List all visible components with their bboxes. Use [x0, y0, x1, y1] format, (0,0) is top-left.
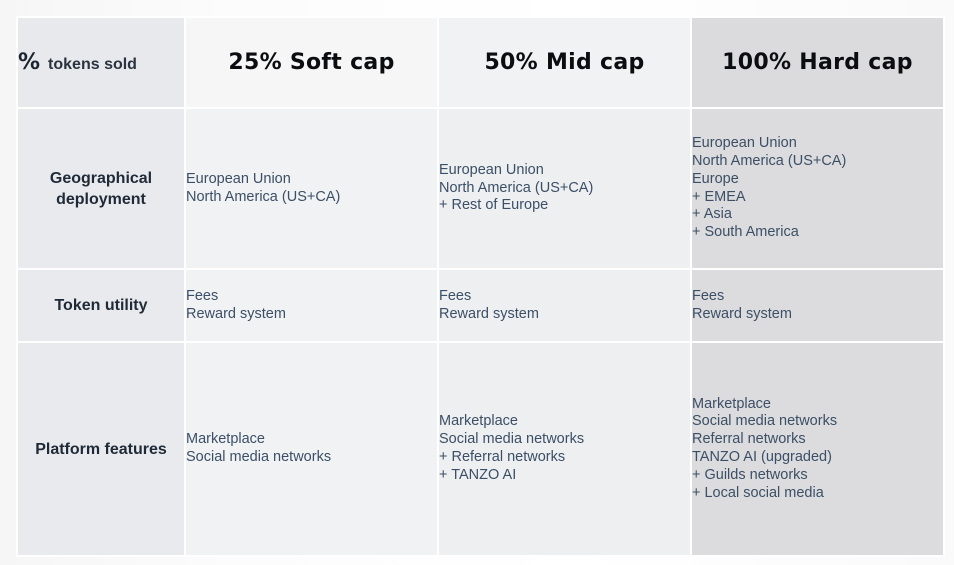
- cell-line: Social media networks: [439, 431, 585, 448]
- header-hard-cap: 100% Hard cap: [690, 16, 945, 109]
- cell-line: Marketplace: [439, 413, 518, 430]
- cell-line: Marketplace: [692, 395, 771, 412]
- table-row: Token utility Fees Reward system Fees Re…: [16, 268, 945, 343]
- cell-geo-mid: European Union North America (US+CA) + R…: [437, 107, 692, 270]
- percent-symbol: %: [18, 50, 41, 75]
- table-row: Platform features Marketplace Social med…: [16, 341, 945, 557]
- cell-line: Fees: [692, 287, 725, 304]
- cell-line: + Referral networks: [439, 449, 566, 465]
- header-mid-cap: 50% Mid cap: [437, 16, 692, 109]
- row-label-token-utility: Token utility: [16, 268, 186, 343]
- header-soft-cap: 25% Soft cap: [184, 16, 439, 109]
- cell-geo-hard: European Union North America (US+CA) Eur…: [690, 107, 945, 270]
- cell-platform-mid: Marketplace Social media networks + Refe…: [437, 341, 692, 557]
- cell-utility-mid: Fees Reward system: [437, 268, 692, 343]
- cell-line: Social media networks: [692, 413, 838, 430]
- cell-line: + Local social media: [692, 484, 824, 501]
- row-label-line: deployment: [56, 190, 146, 208]
- cell-platform-soft: Marketplace Social media networks: [184, 341, 439, 557]
- cell-geo-soft: European Union North America (US+CA): [184, 107, 439, 270]
- table-header-row: % tokens sold 25% Soft cap 50% Mid cap 10…: [16, 16, 945, 109]
- cell-line: + Asia: [692, 206, 732, 223]
- cell-line: Fees: [439, 287, 472, 304]
- row-label-line: Geographical: [49, 169, 153, 187]
- cell-line: European Union: [692, 135, 797, 152]
- row-label-platform-features: Platform features: [16, 341, 186, 557]
- header-tokens-sold: % tokens sold: [16, 16, 186, 109]
- token-cap-table: % tokens sold 25% Soft cap 50% Mid cap 10…: [16, 16, 945, 557]
- cell-line: Fees: [186, 287, 219, 304]
- cell-line: Reward system: [692, 305, 792, 322]
- row-label-geographical-deployment: Geographical deployment: [16, 107, 186, 270]
- cell-line: European Union: [186, 170, 291, 187]
- cell-line: + South America: [692, 224, 799, 241]
- cell-line: European Union: [439, 161, 544, 178]
- cell-line: North America (US+CA): [186, 188, 341, 205]
- cell-line: Reward system: [439, 305, 539, 322]
- cell-line: TANZO AI (upgraded): [692, 449, 832, 465]
- cell-line: + Rest of Europe: [439, 197, 549, 214]
- cell-line: + TANZO AI: [439, 466, 517, 483]
- cell-platform-hard: Marketplace Social media networks Referr…: [690, 341, 945, 557]
- cell-utility-hard: Fees Reward system: [690, 268, 945, 343]
- cell-line: North America (US+CA): [439, 179, 594, 196]
- table-row: Geographical deployment European Union N…: [16, 107, 945, 270]
- cell-line: Reward system: [186, 305, 286, 322]
- tokens-sold-label: tokens sold: [48, 56, 137, 73]
- cell-line: Referral networks: [692, 431, 806, 448]
- cell-line: North America (US+CA): [692, 152, 847, 169]
- cell-line: Marketplace: [186, 431, 265, 448]
- cell-line: Social media networks: [186, 449, 332, 465]
- cell-line: + EMEA: [692, 188, 746, 205]
- cell-line: Europe: [692, 170, 739, 187]
- cell-utility-soft: Fees Reward system: [184, 268, 439, 343]
- cell-line: + Guilds networks: [692, 466, 808, 483]
